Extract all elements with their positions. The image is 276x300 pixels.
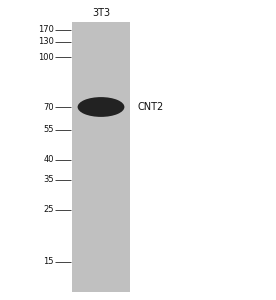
Text: 170: 170 (38, 26, 54, 34)
Bar (72, 22, 130, 292)
Text: 70: 70 (43, 103, 54, 112)
Text: 15: 15 (44, 257, 54, 266)
Ellipse shape (78, 97, 124, 117)
Text: 55: 55 (44, 125, 54, 134)
Text: 100: 100 (38, 52, 54, 62)
Text: 40: 40 (44, 155, 54, 164)
Text: 25: 25 (44, 206, 54, 214)
Text: 130: 130 (38, 38, 54, 46)
Text: CNT2: CNT2 (138, 102, 164, 112)
Text: 3T3: 3T3 (92, 8, 110, 18)
Text: 35: 35 (43, 176, 54, 184)
